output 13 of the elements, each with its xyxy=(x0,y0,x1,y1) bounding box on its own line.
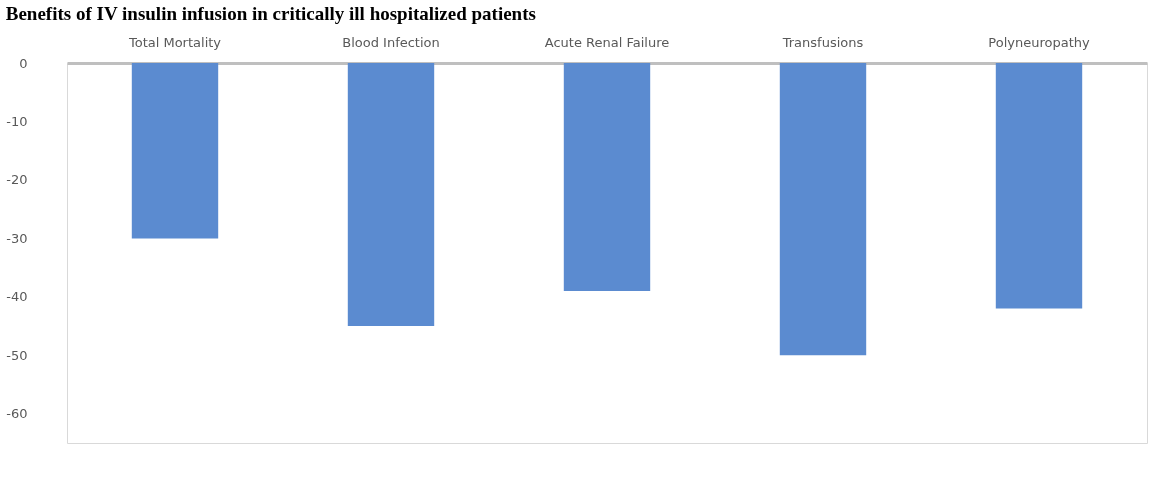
y-tick-label: -20 xyxy=(6,172,28,188)
y-tick-label: -50 xyxy=(6,347,28,363)
y-tick-label: -40 xyxy=(6,289,28,305)
x-tick-label: Acute Renal Failure xyxy=(544,34,670,50)
x-tick-label: Total Mortality xyxy=(127,34,222,50)
y-tick-label: -10 xyxy=(6,113,28,129)
y-tick-label: 0 xyxy=(19,55,28,71)
x-tick-label: Polyneuropathy xyxy=(988,34,1090,50)
chart-title: Benefits of IV insulin infusion in critically ill hospitalized patients xyxy=(5,3,536,24)
x-tick-label: Transfusions xyxy=(781,34,864,50)
y-tick-label: -30 xyxy=(6,230,28,246)
x-tick-label: Blood Infection xyxy=(342,34,440,50)
y-tick-label: -60 xyxy=(6,406,28,422)
